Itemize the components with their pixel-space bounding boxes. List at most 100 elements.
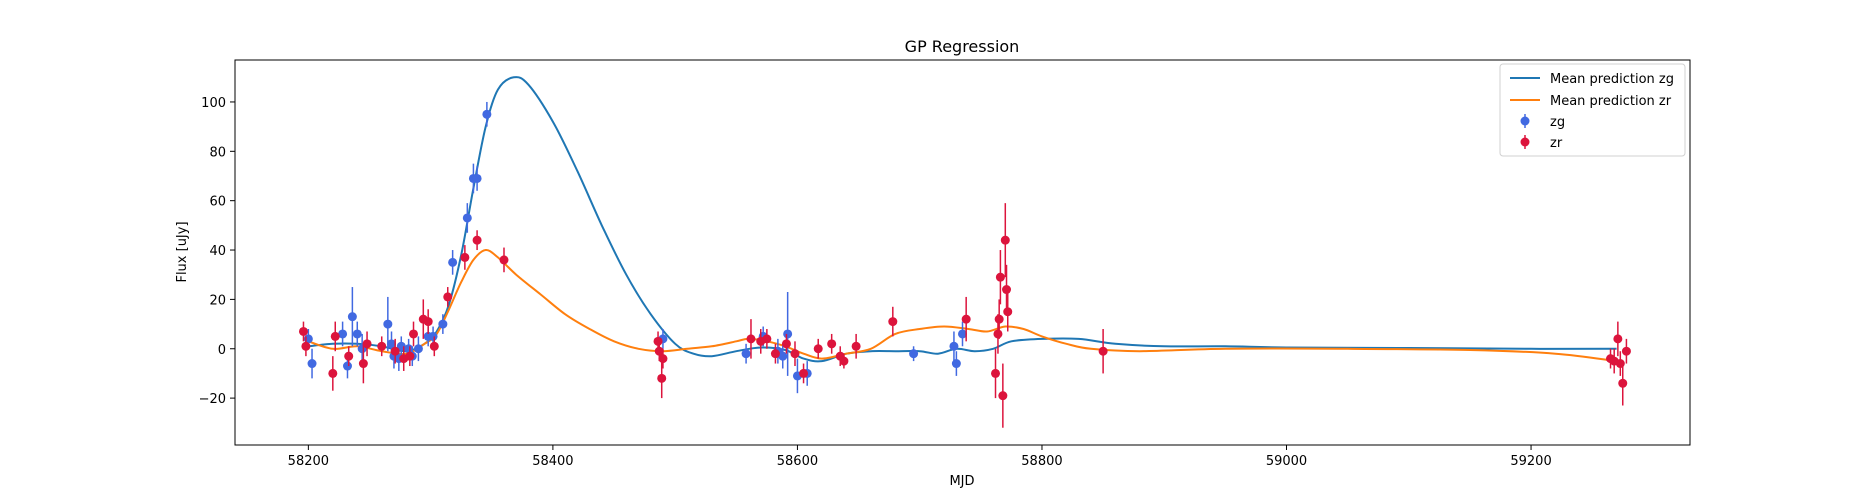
data-point-zr — [799, 363, 809, 384]
marker — [958, 329, 967, 339]
data-point-zr — [409, 321, 419, 347]
legend-label-zg: zg — [1550, 115, 1565, 130]
data-point-zg — [778, 343, 788, 369]
marker — [1613, 334, 1623, 344]
marker — [482, 109, 492, 119]
data-point-zr — [362, 331, 372, 357]
data-point-zr — [839, 353, 849, 369]
x-tick-label: 58400 — [532, 454, 573, 469]
data-point-zr — [443, 287, 453, 307]
mean-prediction-line-zg — [308, 76, 1617, 363]
data-point-zg — [958, 321, 967, 347]
data-point-zr — [301, 336, 311, 357]
data-point-zr — [460, 245, 470, 270]
marker — [994, 314, 1004, 324]
data-point-zr — [499, 247, 509, 273]
data-point-zr — [851, 333, 861, 359]
marker — [462, 213, 472, 223]
data-point-zr — [888, 306, 898, 337]
data-point-zr — [405, 346, 415, 367]
data-point-zr — [1098, 329, 1108, 374]
marker — [413, 344, 423, 354]
marker — [472, 173, 482, 183]
data-point-zr — [1002, 264, 1012, 315]
marker — [358, 359, 368, 369]
marker — [1098, 346, 1108, 356]
y-tick-label: 0 — [218, 343, 226, 358]
marker — [307, 359, 317, 369]
marker — [741, 349, 751, 359]
marker — [352, 329, 362, 339]
marker — [409, 329, 419, 339]
marker — [998, 391, 1008, 401]
marker — [961, 314, 971, 324]
marker — [951, 359, 961, 369]
marker — [1618, 378, 1628, 388]
marker — [460, 252, 470, 262]
marker — [799, 368, 809, 378]
x-axis-label: MJD — [949, 474, 974, 489]
data-point-zr — [781, 333, 791, 354]
legend-label-zr: zr — [1550, 136, 1563, 151]
x-tick-label: 59200 — [1510, 454, 1551, 469]
legend-marker-zr — [1520, 137, 1530, 147]
marker — [448, 257, 458, 267]
y-axis-ticks: −20 0 20 40 60 80 100 — [199, 96, 235, 407]
y-tick-label: −20 — [199, 392, 226, 407]
marker — [654, 346, 664, 356]
data-point-zr — [429, 336, 439, 357]
x-tick-label: 59000 — [1266, 454, 1307, 469]
marker — [813, 344, 823, 354]
data-point-zr — [998, 363, 1008, 428]
data-point-zr — [358, 343, 368, 384]
marker — [1002, 285, 1012, 295]
marker — [995, 272, 1005, 282]
marker — [429, 341, 439, 351]
data-point-zg — [482, 101, 492, 127]
data-point-zr — [770, 343, 780, 364]
data-point-zr — [961, 296, 971, 342]
data-point-zr — [298, 321, 308, 342]
data-point-zr — [991, 348, 1001, 399]
data-point-zr — [994, 299, 1004, 339]
marker — [653, 336, 663, 346]
data-point-zg — [307, 348, 317, 379]
data-point-zr — [344, 346, 354, 367]
y-tick-label: 100 — [201, 96, 226, 111]
marker — [991, 368, 1001, 378]
marker — [328, 368, 338, 378]
marker — [658, 354, 668, 364]
data-point-zr — [657, 358, 667, 399]
x-tick-label: 58600 — [777, 454, 818, 469]
data-point-zr — [472, 230, 482, 251]
marker — [657, 373, 667, 383]
data-point-zr — [1618, 361, 1628, 406]
marker — [839, 356, 849, 366]
y-tick-label: 80 — [209, 145, 226, 160]
marker — [949, 341, 959, 351]
data-point-zg — [448, 250, 458, 275]
marker — [443, 292, 453, 302]
marker — [746, 334, 756, 344]
data-point-zr — [1621, 338, 1631, 364]
marker — [390, 346, 400, 356]
y-tick-label: 40 — [209, 244, 226, 259]
marker — [762, 334, 772, 344]
marker — [377, 341, 387, 351]
marker — [301, 341, 311, 351]
plot-area — [234, 59, 1691, 446]
x-tick-label: 58200 — [288, 454, 329, 469]
legend-box — [1499, 63, 1686, 157]
data-point-zg — [438, 314, 448, 334]
data-point-zr — [995, 250, 1005, 305]
marker — [909, 349, 919, 359]
y-tick-label: 20 — [209, 293, 226, 308]
data-point-zg — [949, 331, 959, 362]
data-point-zr — [762, 329, 772, 349]
marker — [778, 351, 788, 361]
marker — [499, 255, 509, 265]
marker — [438, 319, 448, 329]
marker — [338, 329, 348, 339]
legend: Mean prediction zg Mean prediction zr zg… — [1499, 63, 1686, 157]
